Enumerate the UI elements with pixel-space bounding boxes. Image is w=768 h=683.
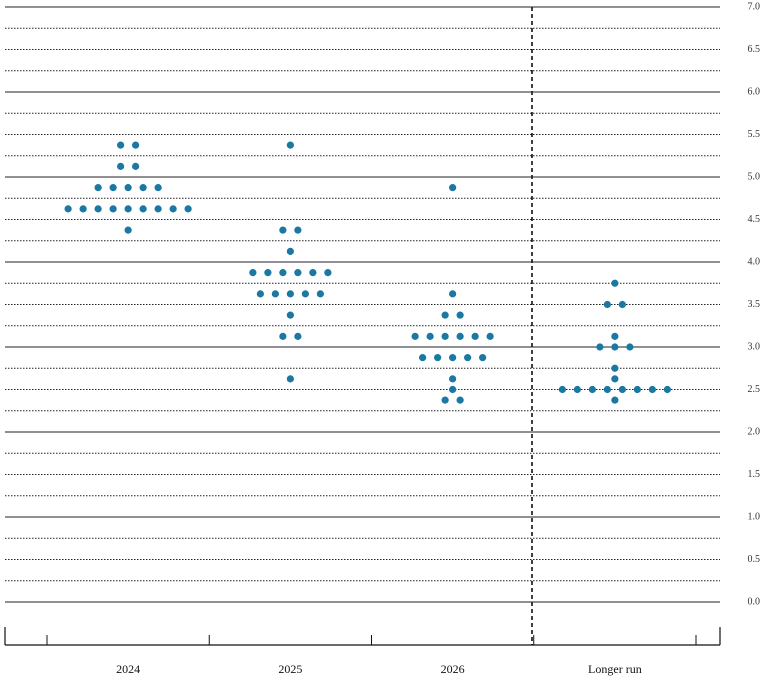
dot [184,205,192,213]
dot [479,354,487,362]
dot [426,332,434,340]
y-tick-label: 1.0 [748,511,761,522]
y-tick-label: 6.5 [748,44,761,55]
dot [294,226,302,234]
dot [456,311,464,319]
dot [124,184,132,192]
dot [449,290,457,298]
dot [154,184,162,192]
dot [124,205,132,213]
dot [449,184,457,192]
dot [94,205,102,213]
dot [286,290,294,298]
y-tick-label: 1.5 [748,469,761,480]
dot [139,205,147,213]
y-tick-label: 3.5 [748,299,761,310]
dot [279,269,287,277]
dot [449,354,457,362]
dot [603,385,611,394]
dot [618,300,626,309]
dot [626,343,634,351]
dot [611,343,619,351]
dot [324,269,332,277]
dot [286,311,294,319]
dot [294,332,302,340]
dot [611,375,619,383]
x-tick-label: 2024 [116,662,140,676]
dot [464,354,472,362]
dot [117,141,125,149]
y-tick-label: 2.5 [748,384,761,395]
dot [611,364,619,372]
x-tick-label: 2025 [278,662,302,676]
dot [633,385,641,394]
dot [419,354,427,362]
dot [611,332,619,340]
dot [124,226,132,234]
y-tick-label: 4.5 [748,214,761,225]
dot [456,332,464,340]
dot [611,396,619,404]
dot [309,269,317,277]
dot [169,205,177,213]
dot [441,332,449,340]
dot [471,332,479,340]
dot [573,385,581,394]
dot [94,184,102,192]
dot [441,396,449,404]
dot [286,247,294,255]
y-tick-label: 0.5 [748,554,761,565]
y-tick-label: 5.0 [748,171,761,182]
y-tick-label: 2.0 [748,426,761,437]
y-tick-label: 4.0 [748,256,761,267]
x-tick-label: Longer run [588,662,642,676]
dot [596,343,604,351]
dot [109,184,117,192]
dot [441,311,449,319]
y-tick-label: 0.0 [748,596,761,607]
dot [663,385,671,394]
y-tick-label: 7.0 [748,1,761,12]
dot [132,162,140,170]
dot [449,375,457,383]
dot [139,184,147,192]
x-tick-label: 2026 [441,662,465,676]
y-tick-label: 6.0 [748,86,761,97]
dot [434,354,442,362]
dot [256,290,264,298]
dot [411,332,419,340]
y-tick-label: 3.0 [748,341,761,352]
dot [154,205,162,213]
dot [588,385,596,394]
dot [279,226,287,234]
dot [286,141,294,149]
dot [249,269,257,277]
dot [64,205,72,213]
dot [603,300,611,309]
dot [648,385,656,394]
dot [611,279,619,287]
dot [264,269,272,277]
dot [558,385,566,394]
dot [456,396,464,404]
dot [271,290,279,298]
dot [132,141,140,149]
dot [449,385,457,394]
dot [486,332,494,340]
dot [286,375,294,383]
dot [79,205,87,213]
dot [294,269,302,277]
dot [279,332,287,340]
dot [301,290,309,298]
y-tick-label: 5.5 [748,129,761,140]
dot [117,162,125,170]
dot [316,290,324,298]
dot [618,385,626,394]
dot [109,205,117,213]
